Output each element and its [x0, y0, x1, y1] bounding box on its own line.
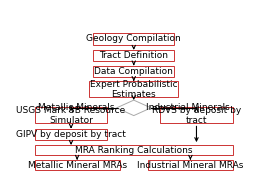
Text: Expert Probabilistic
Estimates: Expert Probabilistic Estimates — [90, 80, 177, 99]
FancyBboxPatch shape — [89, 81, 178, 97]
Text: MRA Ranking Calculations: MRA Ranking Calculations — [75, 146, 193, 155]
Text: Industrial Mineral MRAs: Industrial Mineral MRAs — [137, 161, 244, 170]
Text: Tract Definition: Tract Definition — [99, 51, 168, 60]
Text: GIPV by deposit by tract: GIPV by deposit by tract — [16, 130, 126, 139]
FancyBboxPatch shape — [35, 129, 108, 140]
Text: Geology Compilation: Geology Compilation — [86, 34, 181, 43]
FancyBboxPatch shape — [160, 107, 233, 124]
Text: Metallic Minerals: Metallic Minerals — [38, 103, 114, 112]
FancyBboxPatch shape — [35, 160, 120, 170]
Text: Industrial Minerals: Industrial Minerals — [146, 103, 230, 112]
Text: RDVS by deposit by
tract: RDVS by deposit by tract — [152, 106, 241, 125]
FancyBboxPatch shape — [93, 65, 174, 77]
Polygon shape — [117, 100, 151, 116]
FancyBboxPatch shape — [35, 145, 233, 155]
FancyBboxPatch shape — [148, 160, 233, 170]
Text: Metallic Mineral MRAs: Metallic Mineral MRAs — [28, 161, 127, 170]
FancyBboxPatch shape — [93, 50, 174, 61]
FancyBboxPatch shape — [35, 107, 108, 124]
Text: USGS Mark 3B Resource
Simulator: USGS Mark 3B Resource Simulator — [16, 106, 126, 125]
Text: Data Compilation: Data Compilation — [94, 67, 173, 76]
FancyBboxPatch shape — [93, 33, 174, 45]
